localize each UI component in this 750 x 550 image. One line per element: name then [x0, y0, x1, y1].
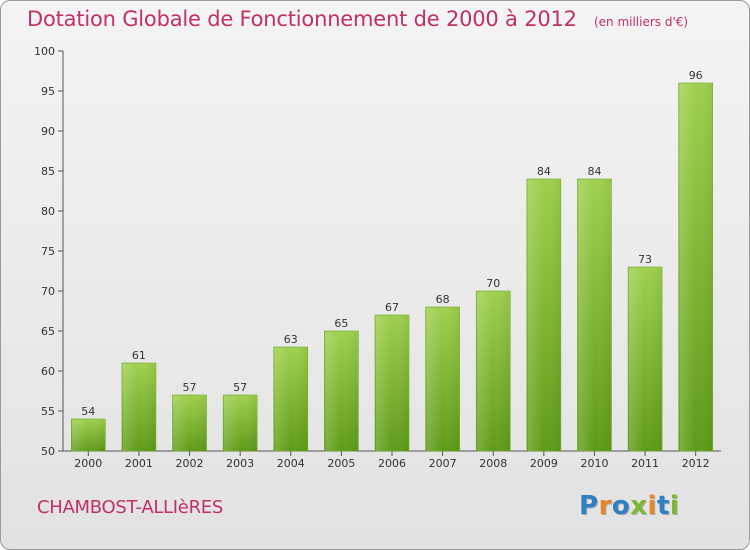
bar-2006[interactable] — [374, 314, 410, 452]
y-tick-label: 90 — [41, 125, 55, 138]
logo-letter: t — [656, 491, 670, 521]
x-tick-label: 2007 — [429, 457, 457, 470]
bar-2010[interactable] — [577, 178, 612, 452]
bar-2002[interactable] — [172, 394, 207, 452]
x-tick-label: 2010 — [580, 457, 608, 470]
bar-value-label: 84 — [587, 165, 601, 178]
bar-2012[interactable] — [678, 82, 713, 452]
y-tick-label: 55 — [41, 405, 55, 418]
bar-value-label: 67 — [385, 301, 399, 314]
x-tick-label: 2002 — [176, 457, 204, 470]
logo-letter: o — [611, 491, 631, 521]
bar-2009[interactable] — [526, 178, 562, 452]
logo-letter: x — [630, 491, 648, 521]
x-tick-label: 2009 — [530, 457, 558, 470]
y-tick-label: 75 — [41, 245, 55, 258]
bar-value-label: 96 — [689, 69, 703, 82]
x-tick-label: 2000 — [74, 457, 102, 470]
y-tick-label: 85 — [41, 165, 55, 178]
logo-letter: P — [579, 491, 599, 521]
x-tick-label: 2011 — [631, 457, 659, 470]
x-tick-label: 2003 — [226, 457, 254, 470]
x-tick-label: 2012 — [682, 457, 710, 470]
bar-value-label: 57 — [233, 381, 247, 394]
bar-2000[interactable] — [71, 418, 106, 452]
y-tick-label: 65 — [41, 325, 55, 338]
bars-group: 54 61 57 57 63 65 67 68 70 84 84 73 96 — [71, 69, 713, 452]
y-tick-label: 60 — [41, 365, 55, 378]
y-tick-label: 100 — [34, 45, 55, 58]
y-tick-label: 80 — [41, 205, 55, 218]
bar-2003[interactable] — [222, 394, 258, 452]
chart-subtitle: (en milliers d'€) — [593, 15, 689, 29]
bar-value-label: 68 — [436, 293, 450, 306]
y-tick-label: 50 — [41, 445, 55, 458]
x-tick-label: 2005 — [327, 457, 355, 470]
title-row: Dotation Globale de Fonctionnement de 20… — [27, 7, 688, 31]
bar-2008[interactable] — [475, 290, 511, 452]
x-tick-label: 2008 — [479, 457, 507, 470]
bar-2007[interactable] — [425, 306, 460, 452]
bar-2005[interactable] — [324, 330, 359, 452]
bar-value-label: 73 — [638, 253, 652, 266]
commune-name: CHAMBOST-ALLIèRES — [37, 497, 223, 518]
bar-value-label: 70 — [486, 277, 500, 290]
chart-title: Dotation Globale de Fonctionnement de 20… — [27, 7, 577, 31]
x-tick-label: 2006 — [378, 457, 406, 470]
bar-2004[interactable] — [273, 346, 309, 452]
bar-2011[interactable] — [627, 266, 663, 452]
logo-letter: i — [647, 491, 657, 521]
bar-value-label: 84 — [537, 165, 551, 178]
logo-letter: i — [669, 491, 680, 521]
proxiti-logo[interactable]: Proxiti — [579, 491, 679, 521]
bar-value-label: 61 — [132, 349, 146, 362]
bar-value-label: 65 — [334, 317, 348, 330]
x-tick-label: 2004 — [277, 457, 305, 470]
x-tick-label: 2001 — [125, 457, 153, 470]
bar-value-label: 63 — [284, 333, 298, 346]
logo-letter: r — [598, 491, 612, 521]
axes: 50 55 60 65 70 75 80 85 90 95 100 2000 2001 2002 2003 2… — [34, 45, 721, 470]
bar-value-label: 54 — [81, 405, 95, 418]
bar-value-label: 57 — [183, 381, 197, 394]
y-tick-label: 95 — [41, 85, 55, 98]
bar-2001[interactable] — [121, 362, 157, 452]
y-tick-label: 70 — [41, 285, 55, 298]
